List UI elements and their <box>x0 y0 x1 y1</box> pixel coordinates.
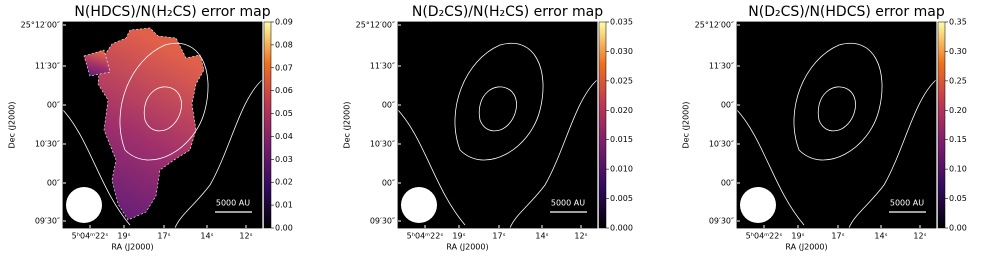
contour <box>736 79 937 229</box>
contour <box>397 79 598 229</box>
beam <box>401 187 437 223</box>
x-tick-label: 14ˢ <box>874 232 887 241</box>
panel-title: N(D₂CS)/N(HDCS) error map <box>748 4 945 20</box>
y-tick-label: 25°12′00″ <box>695 21 734 30</box>
y-tick-label: 00″ <box>47 179 60 188</box>
y-tick-label: 11′30″ <box>35 62 60 71</box>
y-tick-label: 09′30″ <box>709 217 734 226</box>
emission-map <box>736 42 937 229</box>
contour <box>62 79 263 229</box>
x-tick-label: 5ʰ04ᵐ22ˢ <box>72 232 109 241</box>
contour <box>793 42 883 161</box>
x-tick-label: 5ʰ04ᵐ22ˢ <box>407 232 444 241</box>
y-tick-label: 25°12′00″ <box>21 21 60 30</box>
panel-title: N(HDCS)/N(H₂CS) error map <box>74 4 270 20</box>
x-axis-label: RA (J2000) <box>446 243 488 252</box>
colorbar <box>598 21 607 229</box>
scale-bar-label: 5000 AU <box>890 199 924 208</box>
x-tick-label: 17ˢ <box>831 232 844 241</box>
colorbar-tick-label: 0.15 <box>949 135 967 144</box>
colorbar <box>263 21 272 229</box>
x-axis-label: RA (J2000) <box>785 243 827 252</box>
y-tick-label: 00″ <box>721 179 734 188</box>
y-axis-label: Dec (J2000) <box>8 102 17 149</box>
x-tick-label: 12ˢ <box>913 232 926 241</box>
colorbar-tick-label: 0.035 <box>610 18 633 27</box>
colorbar <box>937 21 946 229</box>
colorbar-tick-label: 0.015 <box>610 135 633 144</box>
colorbar-tick-label: 0.01 <box>275 201 293 210</box>
panel: N(HDCS)/N(H₂CS) error map 5000 AU 25°12′00… <box>8 4 293 252</box>
x-tick-label: 17ˢ <box>492 232 505 241</box>
scale-bar-label: 5000 AU <box>216 199 250 208</box>
panel: N(D₂CS)/N(HDCS) error map 5000 AU 25°12′00… <box>682 4 967 252</box>
contour <box>478 86 517 132</box>
contour <box>817 86 856 132</box>
beam <box>66 187 102 223</box>
colorbar-tick-label: 0.08 <box>275 40 293 49</box>
y-tick-label: 10′30″ <box>35 140 60 149</box>
emission-map <box>62 27 263 229</box>
colorbar-tick-label: 0.025 <box>610 76 633 85</box>
beam <box>740 187 776 223</box>
colorbar-tick-label: 0.010 <box>610 165 633 174</box>
colorbar-tick-label: 0.030 <box>610 47 633 56</box>
y-tick-label: 11′30″ <box>370 62 395 71</box>
x-tick-label: 14ˢ <box>200 232 213 241</box>
x-tick-label: 5ʰ04ᵐ22ˢ <box>746 232 783 241</box>
colorbar-tick-label: 0.04 <box>275 132 293 141</box>
x-axis-label: RA (J2000) <box>111 243 153 252</box>
y-tick-label: 00″ <box>382 101 395 110</box>
panel-title: N(D₂CS)/N(H₂CS) error map <box>412 4 603 20</box>
colorbar-tick-label: 0.09 <box>275 18 293 27</box>
colorbar-tick-label: 0.25 <box>949 76 967 85</box>
x-tick-label: 19ˢ <box>791 232 804 241</box>
y-tick-label: 10′30″ <box>370 140 395 149</box>
colorbar-tick-label: 0.05 <box>949 194 967 203</box>
y-tick-label: 09′30″ <box>370 217 395 226</box>
x-tick-label: 17ˢ <box>157 232 170 241</box>
y-tick-label: 00″ <box>721 101 734 110</box>
colorbar-tick-label: 0.30 <box>949 47 967 56</box>
frame <box>397 21 598 229</box>
colorbar-tick-label: 0.20 <box>949 106 967 115</box>
y-tick-label: 00″ <box>382 179 395 188</box>
colorbar-tick-label: 0.05 <box>275 109 293 118</box>
frame <box>736 21 937 229</box>
y-axis-label: Dec (J2000) <box>682 102 691 149</box>
scale-bar-label: 5000 AU <box>551 199 585 208</box>
colorbar-tick-label: 0.07 <box>275 63 293 72</box>
y-axis-label: Dec (J2000) <box>343 102 352 149</box>
map-region <box>97 27 205 221</box>
y-tick-label: 10′30″ <box>709 140 734 149</box>
frame <box>62 21 263 229</box>
colorbar-tick-label: 0.03 <box>275 155 293 164</box>
y-tick-label: 00″ <box>47 101 60 110</box>
x-tick-label: 19ˢ <box>452 232 465 241</box>
colorbar-tick-label: 0.00 <box>275 224 293 233</box>
colorbar-tick-label: 0.000 <box>610 224 633 233</box>
contour <box>143 86 182 132</box>
contour <box>454 42 544 161</box>
contour <box>119 42 209 161</box>
colorbar-tick-label: 0.06 <box>275 86 293 95</box>
x-tick-label: 19ˢ <box>117 232 130 241</box>
colorbar-tick-label: 0.10 <box>949 165 967 174</box>
x-tick-label: 12ˢ <box>574 232 587 241</box>
y-tick-label: 25°12′00″ <box>356 21 395 30</box>
colorbar-tick-label: 0.020 <box>610 106 633 115</box>
y-tick-label: 11′30″ <box>709 62 734 71</box>
colorbar-tick-label: 0.00 <box>949 224 967 233</box>
colorbar-tick-label: 0.35 <box>949 18 967 27</box>
map-region <box>83 49 111 77</box>
y-tick-label: 09′30″ <box>35 217 60 226</box>
colorbar-tick-label: 0.02 <box>275 178 293 187</box>
colorbar-tick-label: 0.005 <box>610 194 633 203</box>
x-tick-label: 12ˢ <box>239 232 252 241</box>
x-tick-label: 14ˢ <box>535 232 548 241</box>
